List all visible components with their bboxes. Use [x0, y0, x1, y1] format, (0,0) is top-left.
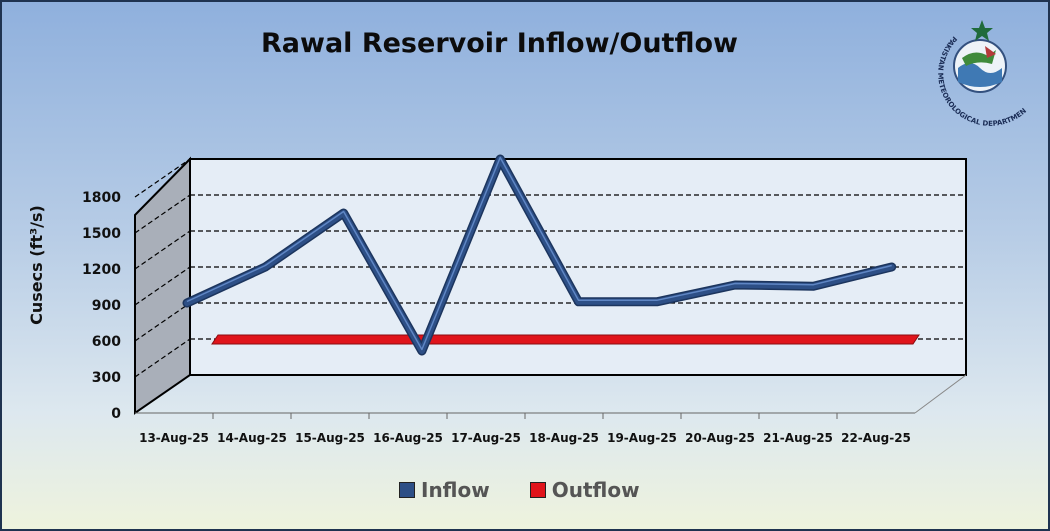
y-tick-label: 600 — [92, 334, 121, 350]
legend-swatch-outflow — [529, 482, 546, 498]
gridline-side — [134, 230, 191, 270]
series-inflow-highlight — [186, 156, 892, 351]
y-axis-ticks: 0 300 600 900 1200 1500 1800 — [82, 190, 121, 422]
legend-label-inflow: Inflow — [421, 478, 490, 502]
x-tick-label: 19-Aug-25 — [607, 431, 677, 445]
gridline-side — [134, 338, 191, 378]
x-tick-label: 20-Aug-25 — [685, 431, 755, 445]
y-tick-label: 1500 — [82, 226, 121, 242]
x-tick-label: 15-Aug-25 — [295, 431, 365, 445]
y-tick-label: 300 — [92, 370, 121, 386]
x-tick-label: 16-Aug-25 — [373, 431, 443, 445]
pmd-logo: PAKISTAN METEOROLOGICAL DEPARTMENT — [930, 16, 1028, 126]
x-tick-label: 18-Aug-25 — [529, 431, 599, 445]
x-tick-label: 13-Aug-25 — [139, 431, 209, 445]
gridline-side — [134, 158, 191, 198]
legend: Inflow Outflow — [399, 478, 640, 502]
legend-swatch-inflow — [399, 482, 415, 498]
legend-item-inflow[interactable]: Inflow — [399, 478, 490, 502]
plot-floor-right-edge — [914, 374, 967, 414]
x-tick-label: 22-Aug-25 — [841, 431, 911, 445]
gridline-side — [134, 194, 191, 234]
y-tick-label: 900 — [92, 298, 121, 314]
y-tick-label: 1200 — [82, 262, 121, 278]
series-outflow-ribbon — [211, 334, 920, 345]
y-axis-label: Cusecs (ft³/s) — [27, 205, 46, 325]
x-tick-label: 17-Aug-25 — [451, 431, 521, 445]
x-axis-ticks: 13-Aug-25 14-Aug-25 15-Aug-25 16-Aug-25 17-A… — [139, 413, 911, 445]
gridline-side — [134, 266, 191, 306]
series-group — [182, 154, 920, 356]
y-tick-label: 1800 — [82, 190, 121, 206]
legend-item-outflow[interactable]: Outflow — [529, 478, 640, 502]
x-tick-label: 14-Aug-25 — [217, 431, 287, 445]
x-tick-label: 21-Aug-25 — [763, 431, 833, 445]
gridline-side — [134, 302, 191, 342]
y-tick-label: 0 — [111, 406, 121, 422]
chart-title: Rawal Reservoir Inflow/Outflow — [261, 28, 738, 59]
legend-label-outflow: Outflow — [551, 478, 640, 502]
